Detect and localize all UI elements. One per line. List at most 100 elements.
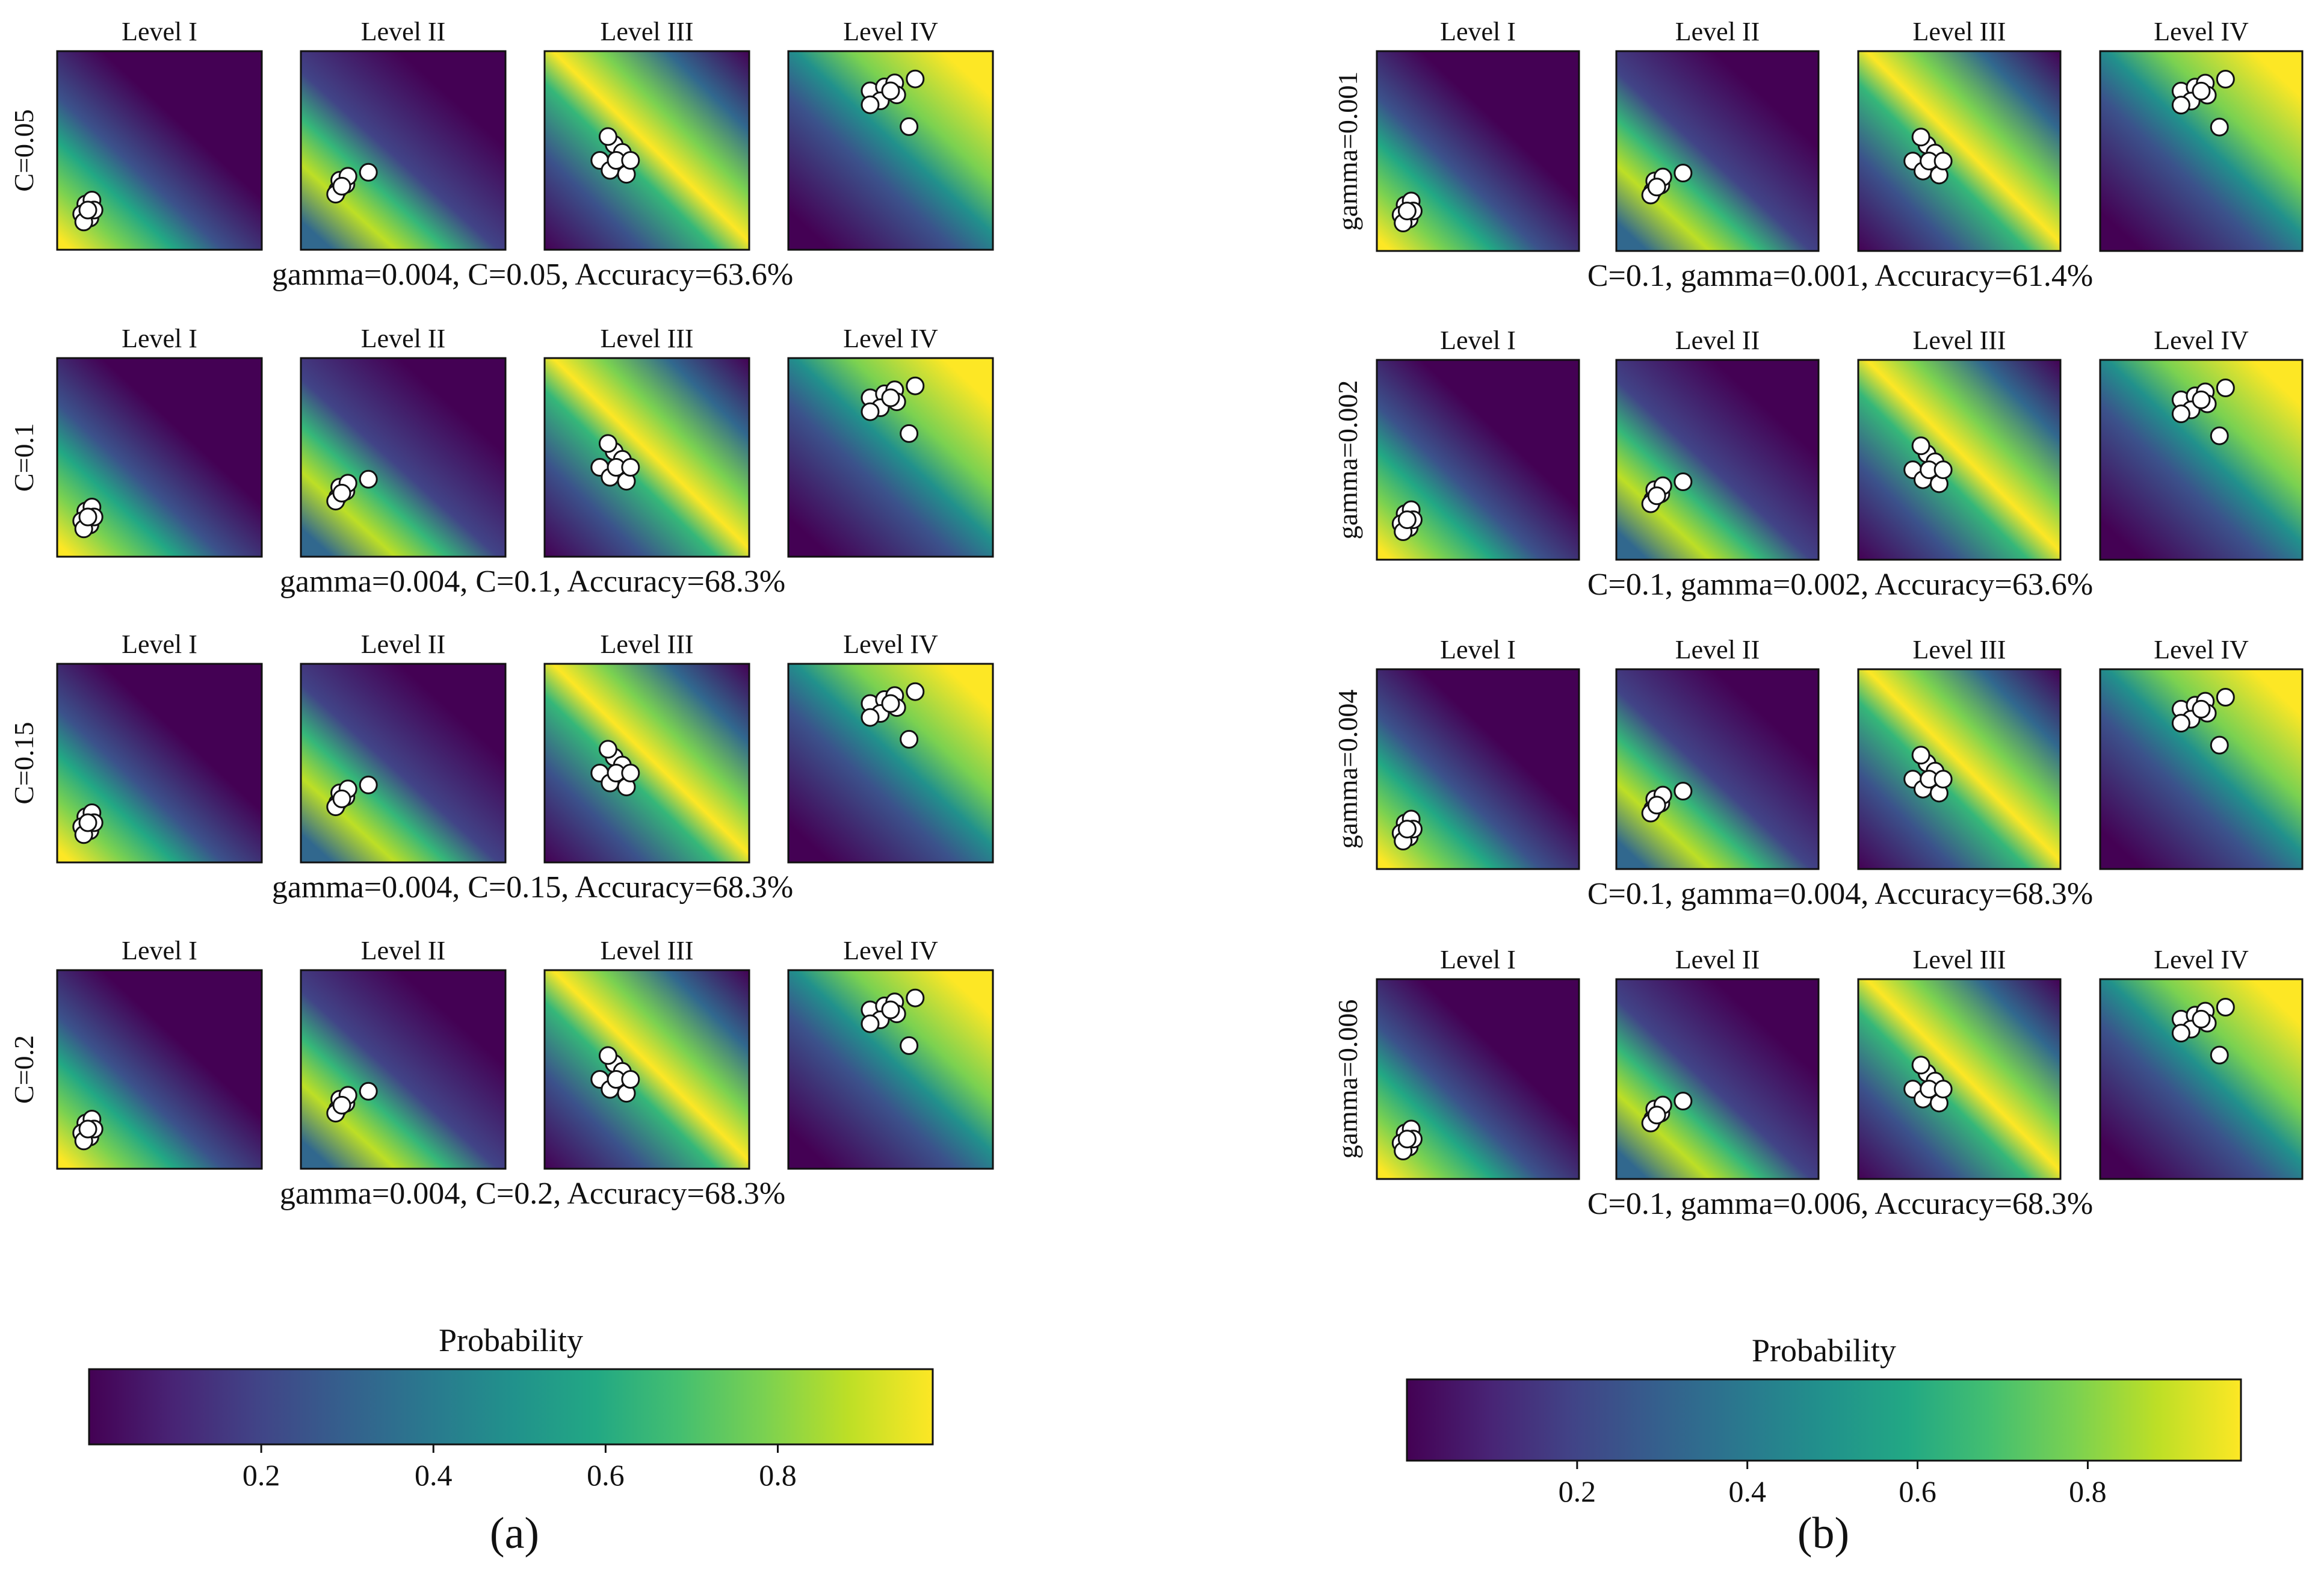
heatmap-cell	[300, 50, 507, 251]
sample-point	[598, 740, 617, 759]
sample-point	[78, 200, 97, 220]
sample-point	[900, 729, 919, 749]
sample-point	[1673, 472, 1693, 492]
level-title: Level I	[1440, 635, 1516, 664]
sample-point	[1397, 1130, 1417, 1149]
sample-point	[1933, 770, 1953, 789]
sample-point	[598, 1046, 617, 1065]
level-title: Level I	[122, 17, 197, 46]
level-title: Level III	[600, 324, 693, 353]
sample-point	[2210, 1045, 2229, 1065]
sample-point	[78, 507, 97, 527]
sample-point	[1933, 460, 1953, 480]
level-title: Level IV	[2154, 635, 2249, 664]
level-title: Level II	[361, 324, 445, 353]
panel-label-b: (b)	[1797, 1509, 1849, 1558]
heatmap-cell	[1857, 978, 2062, 1180]
row-caption: C=0.1, gamma=0.004, Accuracy=68.3%	[1587, 877, 2093, 911]
sample-point	[1911, 128, 1930, 147]
row-label: C=0.2	[8, 1035, 39, 1104]
sample-point	[1933, 152, 1953, 171]
level-title: Level I	[122, 630, 197, 659]
sample-point	[861, 1014, 880, 1033]
row-label: gamma=0.001	[1332, 72, 1363, 231]
colorbar-gradient	[1406, 1378, 2242, 1462]
level-title: Level IV	[2154, 945, 2249, 974]
level-title: Level IV	[2154, 17, 2249, 46]
level-title: Level IV	[2154, 326, 2249, 355]
sample-point	[2216, 378, 2235, 397]
sample-point	[621, 458, 640, 477]
heatmap-row: Level I Level II Level III Level IV C=0.1 gam…	[8, 324, 994, 599]
row-label: gamma=0.006	[1332, 1000, 1363, 1159]
sample-point	[1397, 202, 1417, 221]
sample-point	[881, 694, 900, 713]
sample-point	[2171, 1024, 2190, 1043]
sample-point	[78, 1119, 97, 1139]
sample-point	[78, 813, 97, 832]
row-caption: gamma=0.004, C=0.05, Accuracy=63.6%	[272, 258, 793, 292]
sample-point	[2192, 390, 2211, 409]
colorbar-tick-label: 0.2	[243, 1458, 280, 1492]
sample-point	[2216, 69, 2235, 88]
row-label: C=0.1	[8, 423, 39, 492]
colorbar-gradient	[88, 1368, 934, 1446]
sample-point	[1647, 796, 1666, 815]
heatmap-cell	[1376, 978, 1580, 1180]
colorbar-tick-label: 0.8	[759, 1458, 797, 1492]
level-title: Level IV	[843, 630, 938, 659]
row-label: gamma=0.004	[1332, 690, 1363, 849]
heatmap-cell	[1857, 359, 2062, 561]
colorbar-tick-label: 0.4	[1728, 1474, 1766, 1508]
colorbar-label: Probability	[1752, 1332, 1896, 1369]
sample-point	[881, 388, 900, 407]
heatmap-cell	[1615, 668, 1820, 870]
row-caption: gamma=0.004, C=0.2, Accuracy=68.3%	[280, 1177, 785, 1211]
level-title: Level III	[600, 17, 693, 46]
colorbar-label: Probability	[439, 1322, 583, 1358]
heatmap-cell	[2099, 668, 2304, 870]
level-title: Level III	[1912, 17, 2006, 46]
row-label: gamma=0.002	[1332, 380, 1363, 540]
level-title: Level II	[361, 630, 445, 659]
sample-point	[1673, 782, 1693, 801]
sample-point	[1647, 1106, 1666, 1125]
heatmap-cell	[300, 357, 507, 558]
level-title: Level III	[1912, 635, 2006, 664]
sample-point	[2210, 117, 2229, 137]
sample-point	[1397, 820, 1417, 839]
sample-point	[332, 483, 351, 503]
level-title: Level IV	[843, 17, 938, 46]
sample-point	[1397, 510, 1417, 530]
row-label: C=0.05	[8, 109, 39, 191]
sample-point	[1911, 1056, 1930, 1075]
level-title: Level II	[1675, 945, 1760, 974]
sample-point	[359, 775, 378, 794]
sample-point	[2192, 1009, 2211, 1029]
sample-point	[2216, 997, 2235, 1016]
level-title: Level III	[600, 936, 693, 965]
sample-point	[1911, 746, 1930, 765]
sample-point	[621, 764, 640, 782]
colorbar-tick-label: 0.2	[1559, 1474, 1596, 1508]
row-caption: C=0.1, gamma=0.001, Accuracy=61.4%	[1587, 259, 2093, 293]
level-title: Level III	[1912, 945, 2006, 974]
heatmap-row: Level I Level II Level III Level IV gamma=0.…	[1332, 326, 2304, 602]
sample-point	[2171, 96, 2190, 115]
sample-point	[900, 424, 919, 443]
sample-point	[906, 376, 925, 395]
heatmap-cell	[543, 663, 750, 864]
sample-point	[621, 1070, 640, 1089]
sample-point	[2210, 735, 2229, 755]
heatmap-cell	[300, 969, 507, 1170]
sample-point	[881, 81, 900, 101]
sample-point	[2192, 81, 2211, 101]
level-title: Level I	[1440, 945, 1516, 974]
heatmap-row: Level I Level II Level III Level IV C=0.15 ga…	[8, 630, 994, 905]
level-title: Level II	[1675, 17, 1760, 46]
colorbar-tick-label: 0.6	[587, 1458, 625, 1492]
sample-point	[2171, 404, 2190, 424]
sample-point	[598, 434, 617, 453]
heatmap-cell	[1857, 50, 2062, 252]
